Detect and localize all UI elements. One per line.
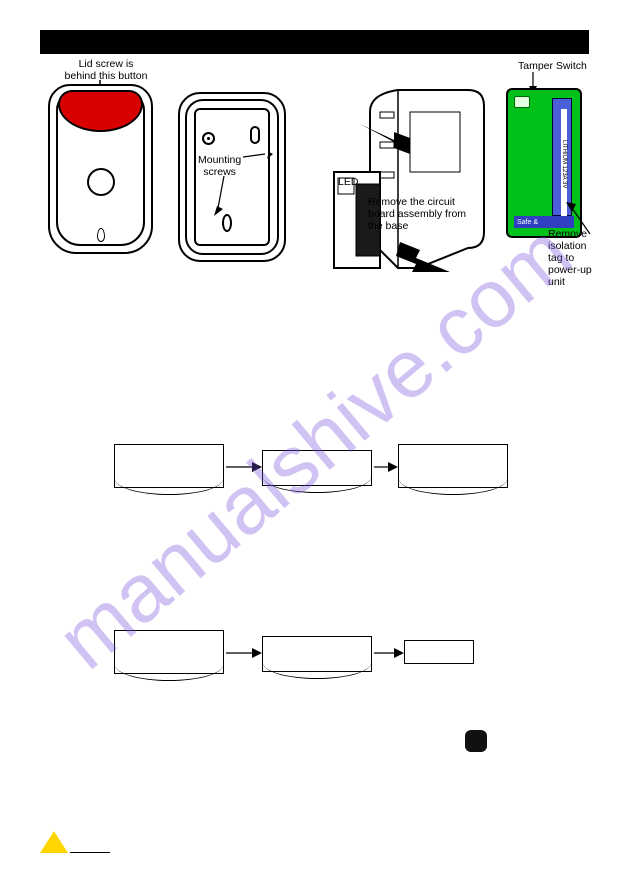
warning-line	[70, 852, 110, 853]
label-remove-tag: Remove isolation tag to power-up unit	[548, 228, 608, 288]
screw-icon	[202, 132, 215, 145]
device-back	[178, 92, 298, 266]
safe-strip: Safe &	[514, 216, 574, 228]
flow-block-1	[114, 444, 224, 488]
label-led: LED	[338, 176, 358, 188]
flow-arrow-2	[374, 460, 398, 474]
logo-icon	[87, 168, 115, 196]
flow-block-4	[114, 630, 224, 674]
mounting-hole	[222, 214, 232, 232]
dark-button-icon	[465, 730, 487, 752]
mounting-slot	[250, 126, 260, 144]
battery-icon: LITHIUM 123A 3V	[552, 98, 572, 216]
arrow-mounting-top	[243, 152, 273, 162]
flow-block-5	[262, 636, 372, 672]
flow-block-6	[404, 640, 474, 664]
flow-block-2	[262, 450, 372, 486]
flow-arrow-1	[226, 460, 262, 474]
flow-arrow-4	[374, 646, 404, 660]
arrow-mounting-bottom	[214, 176, 228, 216]
label-mounting-screws: Mounting screws	[198, 154, 241, 178]
tamper-switch-icon	[514, 96, 530, 108]
device-front	[42, 84, 162, 270]
label-tamper: Tamper Switch	[518, 60, 587, 72]
header-bar	[40, 30, 589, 54]
label-lid-screw: Lid screw is behind this button	[46, 58, 166, 82]
label-remove-board: Remove the circuit board assembly from t…	[368, 196, 478, 232]
flow-arrow-3	[226, 646, 262, 660]
flow-block-3	[398, 444, 508, 488]
warning-icon	[40, 831, 68, 853]
thermo-icon	[97, 228, 105, 242]
